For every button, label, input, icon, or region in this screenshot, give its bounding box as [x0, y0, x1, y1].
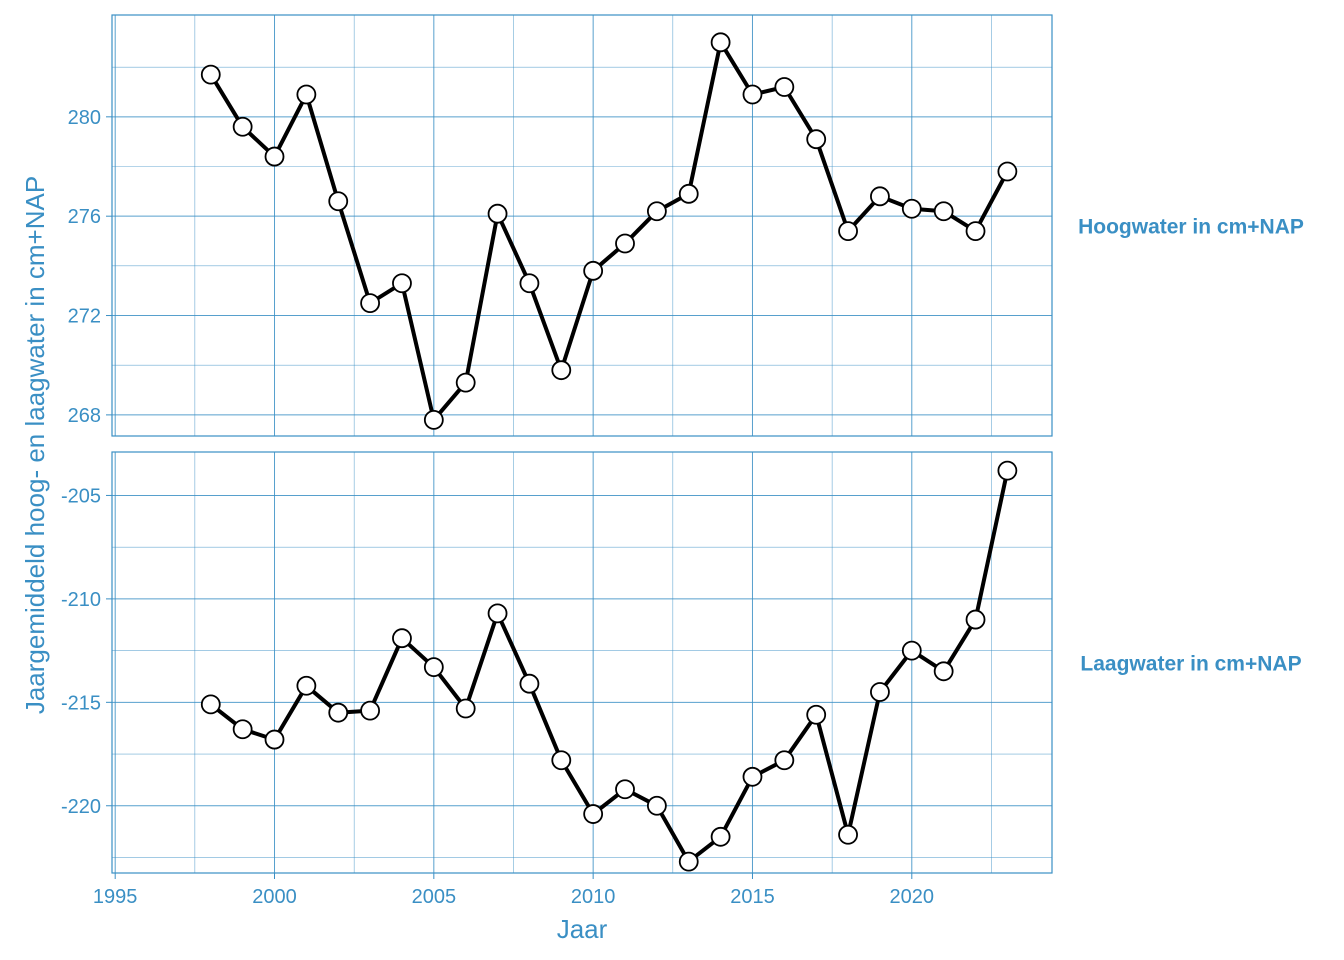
- data-point: [615, 779, 635, 800]
- data-point: [360, 700, 381, 721]
- panel-laagwater: -220 -215 -210 -205 Laagwater in cm+NAP: [61, 451, 1302, 874]
- data-point: [901, 198, 922, 219]
- data-point: [965, 221, 986, 241]
- data-point: [583, 804, 604, 824]
- data-point: [551, 750, 572, 771]
- data-point: [232, 116, 253, 137]
- data-point: [328, 702, 349, 723]
- x-tick-label: 2010: [571, 886, 616, 908]
- y-tick-label: 276: [68, 206, 101, 228]
- data-point: [838, 221, 858, 241]
- y-tick-label: -215: [61, 692, 101, 714]
- y-tick-label: -220: [61, 796, 101, 818]
- data-point: [997, 161, 1018, 182]
- data-point: [646, 201, 667, 222]
- data-point: [646, 795, 667, 816]
- data-point: [551, 360, 572, 381]
- data-point: [678, 851, 699, 872]
- data-point: [487, 603, 508, 624]
- data-point: [264, 146, 285, 167]
- y-tick-label: 272: [68, 306, 101, 328]
- data-point: [965, 609, 986, 630]
- data-point: [360, 293, 381, 314]
- y-tick-label: 280: [68, 107, 101, 129]
- x-axis-title: Jaar: [557, 914, 608, 944]
- y-tick-label: 268: [68, 405, 101, 427]
- data-point: [423, 409, 444, 430]
- x-axis: 1995 2000 2005 2010 2015 2020: [93, 873, 934, 908]
- data-point: [774, 750, 795, 771]
- data-point: [487, 203, 508, 224]
- data-point: [519, 273, 540, 294]
- data-point: [806, 704, 827, 725]
- panel-border: [111, 451, 1053, 874]
- panel-border: [111, 14, 1053, 437]
- data-point: [997, 460, 1018, 481]
- x-tick-label: 2015: [730, 886, 775, 908]
- y-tick-label: -205: [61, 485, 101, 507]
- data-point: [742, 84, 763, 105]
- data-point: [870, 186, 890, 207]
- series-line: [209, 470, 1010, 864]
- data-point: [901, 640, 922, 661]
- data-point: [615, 233, 635, 254]
- data-point: [455, 698, 476, 719]
- series-line: [209, 40, 1010, 422]
- data-point: [710, 32, 731, 53]
- data-point: [328, 191, 349, 212]
- x-tick-label: 2020: [890, 886, 935, 908]
- data-point: [742, 766, 763, 787]
- y-tick-label: -210: [61, 589, 101, 611]
- data-point: [583, 260, 604, 281]
- data-point: [774, 77, 795, 97]
- facet-label: Laagwater in cm+NAP: [1080, 653, 1301, 676]
- data-point: [710, 826, 731, 847]
- data-point: [806, 129, 827, 150]
- data-point: [423, 657, 444, 678]
- x-tick-label: 1995: [93, 886, 138, 908]
- data-point: [933, 661, 954, 682]
- data-point: [200, 64, 221, 85]
- data-point: [200, 694, 221, 715]
- data-point: [392, 628, 412, 649]
- y-axis-title: Jaargemiddeld hoog- en laagwater in cm+N…: [20, 176, 50, 714]
- x-tick-label: 2000: [252, 886, 297, 908]
- data-point: [870, 682, 890, 702]
- data-point: [296, 84, 317, 105]
- data-point: [678, 183, 699, 204]
- x-tick-label: 2005: [412, 886, 457, 908]
- data-point: [392, 273, 412, 294]
- facet-label: Hoogwater in cm+NAP: [1078, 216, 1304, 239]
- data-point: [264, 729, 285, 750]
- data-point: [232, 719, 253, 740]
- data-point: [519, 673, 540, 694]
- data-point: [838, 824, 858, 845]
- data-point: [296, 675, 317, 696]
- data-point: [455, 372, 476, 393]
- panel-hoogwater: 268 272 276 280 Hoogwater in cm+NAP: [68, 14, 1304, 437]
- data-point: [933, 201, 954, 222]
